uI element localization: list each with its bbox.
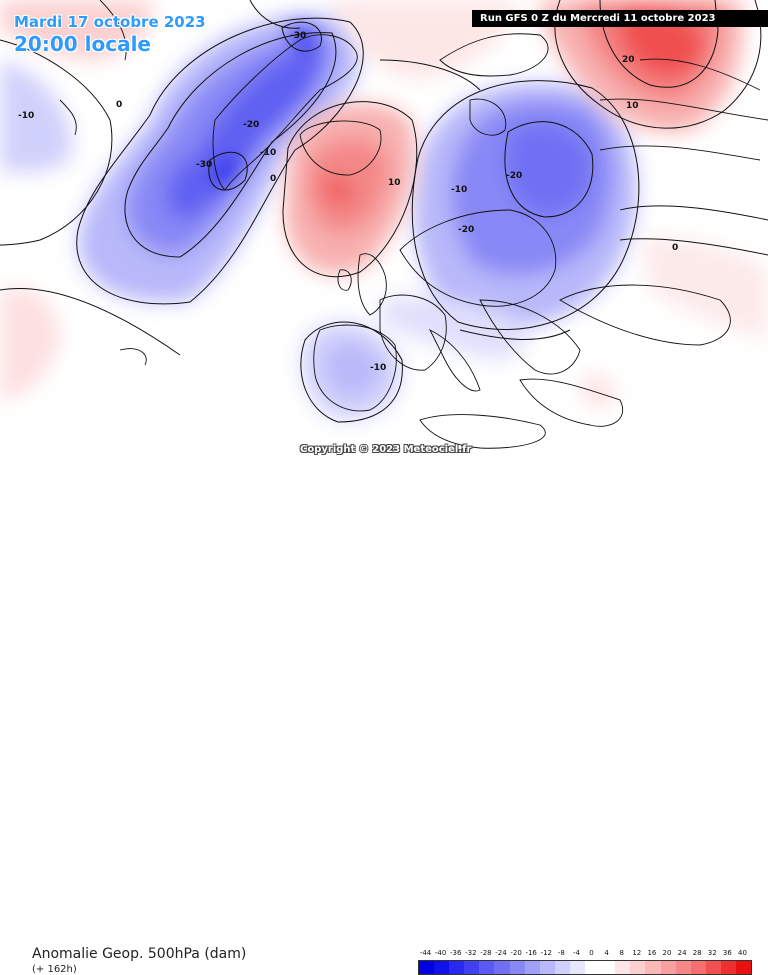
color-scale-swatch	[464, 961, 480, 974]
contour-label: 0	[270, 174, 276, 184]
contour-label: 0	[672, 243, 678, 253]
color-scale-swatch	[524, 961, 540, 974]
model-run-banner: Run GFS 0 Z du Mercredi 11 octobre 2023	[472, 10, 768, 27]
lead-time-label: (+ 162h)	[32, 964, 77, 975]
valid-time-label: 20:00 locale	[14, 32, 151, 56]
color-scale-swatch	[720, 961, 736, 974]
color-scale-swatch	[705, 961, 721, 974]
color-scale-swatch	[434, 961, 450, 974]
contour-label: -10	[260, 148, 276, 158]
field-title: Anomalie Geop. 500hPa (dam)	[32, 946, 247, 962]
valid-date-label: Mardi 17 octobre 2023	[14, 13, 206, 31]
color-scale-swatch	[690, 961, 706, 974]
contour-label: 0	[116, 100, 122, 110]
color-scale-swatch	[630, 961, 646, 974]
color-scale-bar	[418, 960, 752, 975]
color-scale-swatch	[735, 961, 752, 974]
contour-label: -20	[243, 120, 259, 130]
color-scale-swatch	[509, 961, 525, 974]
contour-label: -10	[370, 363, 386, 373]
color-scale-swatch	[449, 961, 465, 974]
negative-anomaly-shading	[0, 14, 637, 420]
color-scale-swatch	[645, 961, 661, 974]
color-scale-ticks: -44 -40 -36 -32 -28 -24 -20 -16 -12 -8 -4 0 4 8 12 16 20…	[414, 949, 752, 959]
contour-label: -30	[290, 31, 306, 41]
color-scale-swatch	[600, 961, 616, 974]
contour-label: 10	[388, 178, 401, 188]
color-scale-tick-label: 40	[737, 949, 747, 957]
color-scale-swatch	[539, 961, 555, 974]
contour-label: -10	[18, 111, 34, 121]
contour-label: 10	[626, 101, 639, 111]
color-scale-swatch	[660, 961, 676, 974]
color-scale-swatch	[585, 961, 601, 974]
contour-lines	[0, 0, 768, 423]
contour-labels: -30 -20 -10 -30 0 0 -10 10 -20 -10 -20 2…	[18, 31, 678, 373]
color-scale-swatch	[675, 961, 691, 974]
copyright-label: Copyright © 2023 Meteociel.fr	[300, 444, 472, 455]
contour-label: 20	[622, 55, 635, 65]
color-scale-swatch	[494, 961, 510, 974]
legend-footer: Anomalie Geop. 500hPa (dam) (+ 162h) -44…	[0, 470, 768, 975]
contour-label: -30	[196, 160, 212, 170]
color-scale-swatch	[554, 961, 570, 974]
color-scale-swatch	[419, 961, 435, 974]
color-scale-swatch	[615, 961, 631, 974]
contour-label: -20	[458, 225, 474, 235]
contour-label: -10	[451, 185, 467, 195]
contour-label: -20	[506, 171, 522, 181]
geopotential-anomaly-map: -30 -20 -10 -30 0 0 -10 10 -20 -10 -20 2…	[0, 0, 768, 470]
color-scale-swatch	[479, 961, 495, 974]
color-scale-swatch	[569, 961, 586, 974]
